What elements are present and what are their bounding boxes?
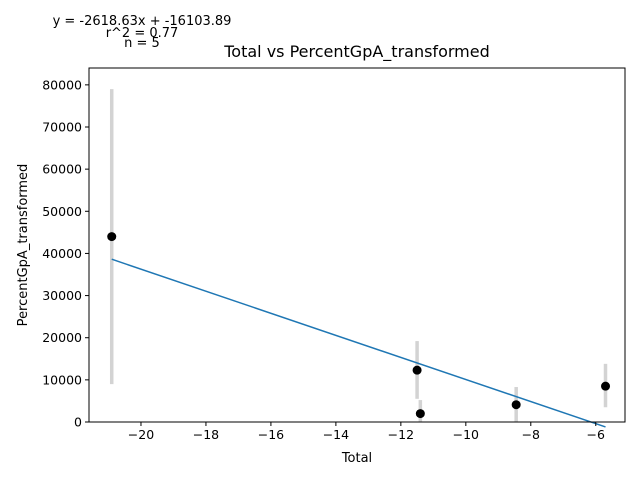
errorbars-group: [109, 89, 608, 422]
y-tick-label: 70000: [42, 120, 82, 135]
y-axis-label: PercentGpA_transformed: [16, 164, 31, 327]
x-tick-label: −8: [522, 427, 540, 442]
chart-title: Total vs PercentGpA_transformed: [223, 42, 489, 62]
data-point: [107, 232, 117, 242]
x-tick-label: −20: [128, 427, 154, 442]
x-axis-ticks: −20 −18 −16 −14 −12 −10 −8 −6: [128, 422, 605, 442]
y-tick-label: 50000: [42, 204, 82, 219]
x-tick-label: −10: [453, 427, 479, 442]
x-tick-label: −16: [258, 427, 284, 442]
y-tick-label: 40000: [42, 246, 82, 261]
x-tick-label: −14: [323, 427, 349, 442]
plot-area-frame: [88, 67, 626, 423]
regression-line: [111, 258, 606, 428]
points-group: [107, 232, 611, 419]
equation-annotation: y = -2618.63x + -16103.89: [53, 14, 232, 29]
x-tick-label: −12: [388, 427, 414, 442]
r-squared-annotation: r^2 = 0.77: [106, 26, 179, 41]
y-axis-ticks: 0 10000 20000 30000 40000 50000 60000 70000 8000…: [42, 77, 89, 430]
x-tick-label: −18: [193, 427, 219, 442]
data-point: [412, 365, 422, 375]
data-point: [415, 409, 425, 419]
fit-line-group: [111, 258, 606, 428]
y-tick-label: 20000: [42, 330, 82, 345]
data-point: [601, 381, 611, 391]
y-tick-label: 0: [74, 415, 82, 430]
x-tick-label: −6: [587, 427, 605, 442]
n-annotation: n = 5: [124, 36, 160, 51]
y-tick-label: 80000: [42, 77, 82, 92]
y-tick-label: 30000: [42, 288, 82, 303]
y-tick-label: 10000: [42, 372, 82, 387]
y-tick-label: 60000: [42, 162, 82, 177]
x-axis-label: Total: [341, 451, 372, 466]
data-point: [511, 400, 521, 410]
